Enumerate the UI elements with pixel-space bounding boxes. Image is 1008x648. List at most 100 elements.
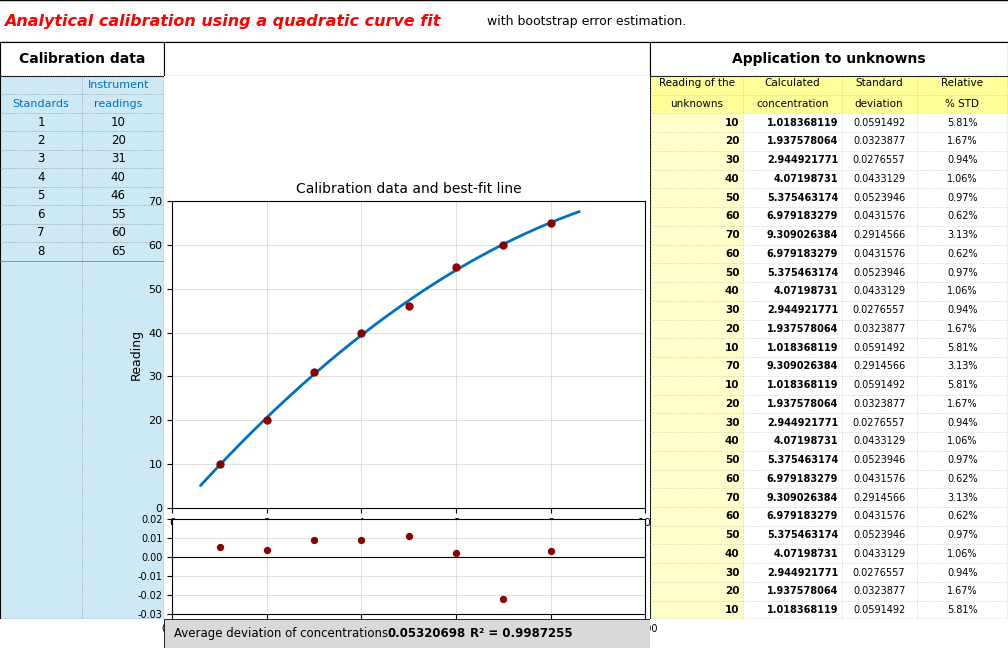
Point	[306, 535, 323, 545]
Y-axis label: Reading: Reading	[130, 329, 143, 380]
Text: 30: 30	[725, 155, 740, 165]
Text: Average deviation of concentrations:: Average deviation of concentrations:	[174, 627, 392, 640]
Text: 20: 20	[725, 137, 740, 146]
Text: 4.07198731: 4.07198731	[773, 174, 838, 184]
Text: 2.944921771: 2.944921771	[767, 418, 838, 428]
Point	[448, 548, 464, 559]
Bar	[650, 507, 743, 526]
Text: 0.0433129: 0.0433129	[853, 549, 905, 559]
Text: 0.0323877: 0.0323877	[853, 399, 905, 409]
Text: 60: 60	[725, 474, 740, 484]
Text: 3.13%: 3.13%	[948, 492, 978, 503]
Text: 4: 4	[37, 171, 44, 184]
Text: 0.94%: 0.94%	[948, 305, 978, 315]
Text: Standards: Standards	[13, 98, 70, 109]
Text: 0.2914566: 0.2914566	[853, 492, 905, 503]
Text: 40: 40	[725, 436, 740, 446]
Text: concentration: concentration	[756, 99, 829, 109]
Text: 0.0523946: 0.0523946	[853, 530, 905, 540]
Text: 1.06%: 1.06%	[948, 286, 978, 296]
Text: 1.67%: 1.67%	[948, 324, 978, 334]
Text: 31: 31	[111, 152, 126, 165]
Text: 1.67%: 1.67%	[948, 586, 978, 596]
Text: 10: 10	[725, 605, 740, 615]
Text: 5: 5	[37, 189, 44, 202]
Bar	[650, 132, 743, 151]
Text: 0.62%: 0.62%	[948, 511, 978, 522]
Text: 50: 50	[725, 455, 740, 465]
Bar	[650, 244, 743, 263]
Text: 1.937578064: 1.937578064	[767, 324, 838, 334]
Text: 0.0323877: 0.0323877	[853, 137, 905, 146]
Text: 2.944921771: 2.944921771	[767, 155, 838, 165]
Text: 0.0523946: 0.0523946	[853, 268, 905, 277]
Bar	[650, 395, 743, 413]
Bar	[650, 226, 743, 244]
Text: 3.13%: 3.13%	[948, 362, 978, 371]
Bar	[650, 413, 743, 432]
Text: 0.97%: 0.97%	[948, 530, 978, 540]
Text: 55: 55	[111, 208, 126, 221]
Bar	[650, 470, 743, 488]
Text: 2: 2	[37, 134, 44, 147]
Bar	[650, 282, 743, 301]
Text: 1.06%: 1.06%	[948, 436, 978, 446]
Text: 0.0591492: 0.0591492	[853, 380, 905, 390]
Text: 3: 3	[37, 152, 44, 165]
Text: 10: 10	[111, 115, 126, 128]
Text: 0.0276557: 0.0276557	[853, 305, 905, 315]
Text: 40: 40	[111, 171, 126, 184]
Text: 0.2914566: 0.2914566	[853, 362, 905, 371]
Text: Calibration data: Calibration data	[19, 52, 145, 66]
Text: 5.375463174: 5.375463174	[767, 192, 838, 203]
Text: Analytical calibration using a quadratic curve fit: Analytical calibration using a quadratic…	[4, 14, 440, 29]
Bar	[650, 357, 743, 376]
Text: 0.0523946: 0.0523946	[853, 192, 905, 203]
Text: 40: 40	[725, 286, 740, 296]
Point	[401, 301, 417, 311]
Text: Relative: Relative	[941, 78, 984, 88]
Bar	[650, 544, 743, 563]
Bar	[650, 451, 743, 470]
Text: 1.06%: 1.06%	[948, 549, 978, 559]
Text: 1.67%: 1.67%	[948, 137, 978, 146]
Text: 70: 70	[725, 492, 740, 503]
Bar	[650, 376, 743, 395]
Text: 20: 20	[725, 324, 740, 334]
Text: 10: 10	[725, 380, 740, 390]
Text: 0.94%: 0.94%	[948, 155, 978, 165]
Bar	[650, 563, 743, 582]
Text: 8: 8	[37, 245, 44, 258]
Bar	[650, 338, 743, 357]
Title: Calibration data and best-fit line: Calibration data and best-fit line	[296, 181, 521, 196]
Text: 9.309026384: 9.309026384	[767, 492, 838, 503]
Text: 5.81%: 5.81%	[948, 605, 978, 615]
Text: 30: 30	[725, 568, 740, 577]
Text: 1.06%: 1.06%	[948, 174, 978, 184]
Text: 20: 20	[725, 586, 740, 596]
X-axis label: Standards: Standards	[377, 533, 440, 546]
Point	[306, 367, 323, 377]
Text: 0.0591492: 0.0591492	[853, 343, 905, 353]
Point	[259, 415, 275, 426]
Text: 4.07198731: 4.07198731	[773, 286, 838, 296]
Text: 0.0591492: 0.0591492	[853, 118, 905, 128]
Text: 0.0276557: 0.0276557	[853, 155, 905, 165]
Bar	[650, 582, 743, 601]
Text: 10: 10	[725, 118, 740, 128]
Text: 5.375463174: 5.375463174	[767, 455, 838, 465]
Text: 0.97%: 0.97%	[948, 455, 978, 465]
Text: 46: 46	[111, 189, 126, 202]
Text: 0.0431576: 0.0431576	[853, 474, 905, 484]
Text: 0.62%: 0.62%	[948, 474, 978, 484]
Text: 0.0433129: 0.0433129	[853, 174, 905, 184]
Bar	[650, 151, 743, 170]
Bar	[650, 526, 743, 544]
Bar	[650, 189, 743, 207]
Text: 65: 65	[111, 245, 126, 258]
Text: 0.0591492: 0.0591492	[853, 605, 905, 615]
Text: Reading of the: Reading of the	[658, 78, 735, 88]
Bar	[650, 432, 743, 451]
Text: 2.944921771: 2.944921771	[767, 568, 838, 577]
Text: Application to unknowns: Application to unknowns	[732, 52, 926, 66]
